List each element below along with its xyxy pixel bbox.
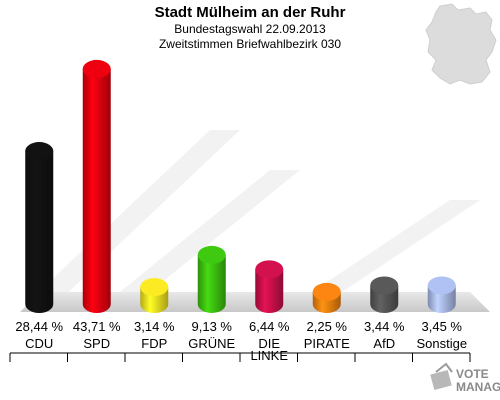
bar-sonstige (427, 276, 456, 313)
bar-cap (140, 278, 169, 297)
vote-manager-logo: VOTE MANAGER (430, 362, 500, 394)
category-label: Sonstige (416, 336, 467, 351)
bar-body (25, 151, 54, 313)
category-label: LINKE (250, 348, 288, 363)
value-label: 28,44 % (15, 319, 63, 334)
value-label: 43,71 % (73, 319, 121, 334)
chart-subtitle-2: Zweitstimmen Briefwahlbezirk 030 (159, 37, 341, 51)
value-label: 3,45 % (422, 319, 463, 334)
category-label: FDP (141, 336, 167, 351)
bar-spd (82, 59, 111, 313)
bar-body (197, 254, 226, 313)
bar-cap (25, 142, 54, 161)
value-label: 6,44 % (249, 319, 290, 334)
bar-afd (370, 276, 399, 313)
chart-title: Stadt Mülheim an der Ruhr (155, 4, 346, 21)
value-label: 9,13 % (192, 319, 233, 334)
value-label: 3,14 % (134, 319, 175, 334)
category-label: PIRATE (304, 336, 350, 351)
bar-cap (255, 260, 284, 279)
voting-box-icon (430, 362, 453, 391)
chart-subtitle-1: Bundestagswahl 22.09.2013 (174, 22, 326, 36)
category-label: DIE (258, 336, 280, 351)
logo-text-line-1: VOTE (456, 367, 489, 381)
value-labels-group: 28,44 % 43,71 % 3,14 % 9,13 % 6,44 % 2,25 % 3,… (15, 319, 462, 334)
bar-grüne (197, 245, 226, 313)
bar-body (255, 269, 284, 313)
value-label: 3,44 % (364, 319, 405, 334)
bar-cap (370, 276, 399, 295)
bar-body (82, 68, 111, 313)
bar-cap (427, 276, 456, 295)
bar-fdp (140, 278, 169, 313)
category-label: AfD (373, 336, 395, 351)
germany-map-icon (425, 3, 497, 85)
bars-group (25, 59, 456, 313)
bar-cap (82, 59, 111, 78)
category-label: GRÜNE (188, 336, 235, 351)
background-stripes (30, 130, 480, 300)
bar-die-linke (255, 260, 284, 313)
logo-text-line-2: MANAGER (456, 380, 500, 394)
bar-pirate (312, 282, 341, 313)
category-label: SPD (83, 336, 110, 351)
category-label: CDU (25, 336, 53, 351)
value-label: 2,25 % (307, 319, 348, 334)
bar-cap (197, 245, 226, 264)
category-axis (9, 352, 471, 362)
bar-cdu (25, 142, 54, 313)
bar-cap (312, 282, 341, 301)
